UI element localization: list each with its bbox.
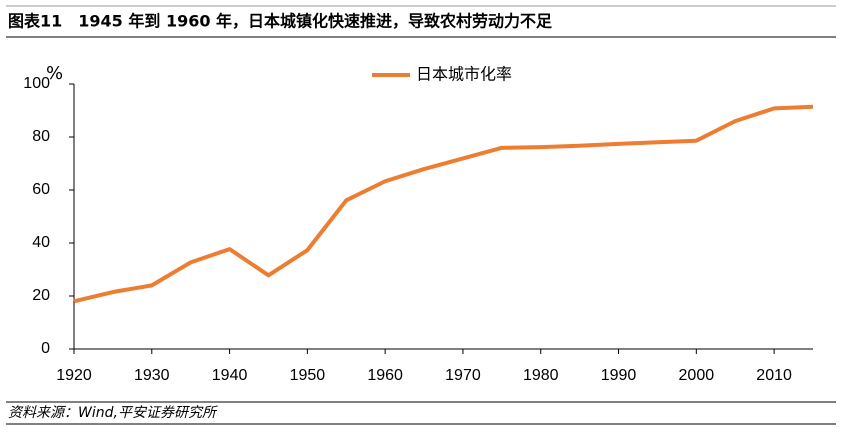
x-tick-label: 1940: [212, 367, 248, 384]
x-tick-label: 1970: [445, 367, 481, 384]
source: 资料来源：Wind,平安证券研究所: [8, 405, 218, 421]
x-tick-label: 1980: [523, 367, 559, 384]
y-tick-label: 100: [23, 75, 50, 92]
line: [73, 104, 814, 304]
chart-title: 图表11 1945 年到 1960 年，日本城镇化快速推进，导致农村劳动力不足: [8, 12, 553, 31]
y-tick-label: 60: [32, 181, 50, 198]
y-tick-label: 20: [32, 287, 50, 304]
y-tick-label: 80: [32, 128, 50, 145]
x-tick-label: 2010: [756, 367, 792, 384]
y-tick-label: 40: [32, 234, 50, 251]
x-tick-label: 1960: [367, 367, 403, 384]
x-tick-label: 1950: [290, 367, 326, 384]
y-axis-label: %: [46, 63, 63, 84]
x-tick-label: 1990: [601, 367, 637, 384]
x-tick-label: 1920: [56, 367, 92, 384]
x-tick-label: 1930: [134, 367, 170, 384]
x-tick-label: 2000: [679, 367, 715, 384]
legend-label: 日本城市化率: [416, 65, 512, 84]
y-tick-label: 0: [41, 340, 50, 357]
